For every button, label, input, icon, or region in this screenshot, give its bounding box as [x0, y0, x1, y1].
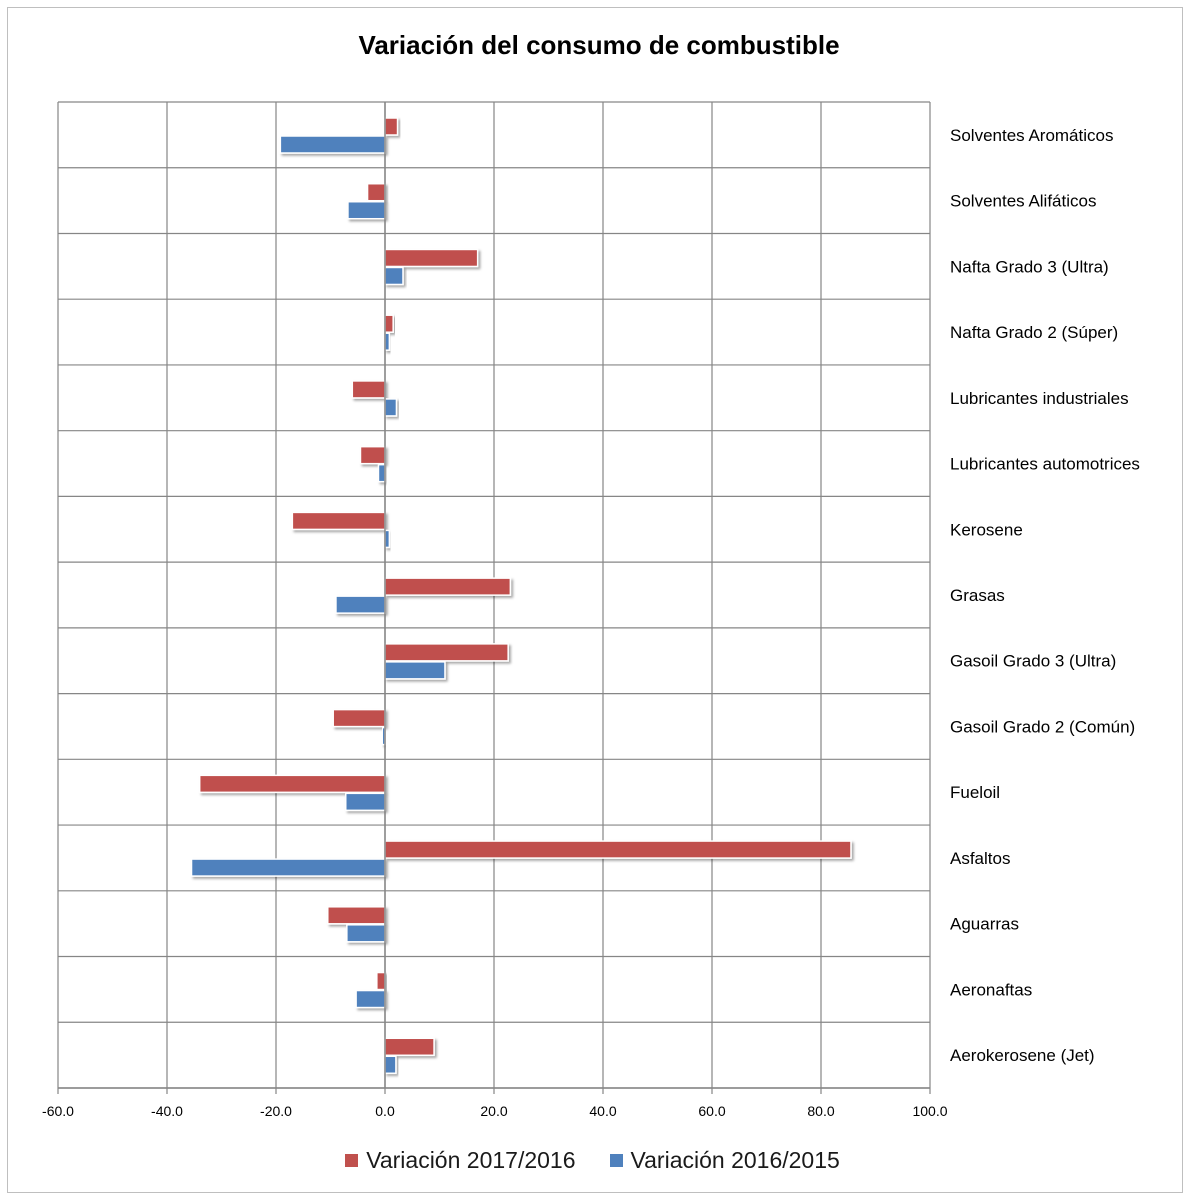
category-label: Aeronaftas — [950, 980, 1032, 999]
bar-series-2-4 — [345, 792, 386, 812]
bar-series-1-11 — [384, 314, 394, 333]
x-tick-label: -40.0 — [151, 1103, 183, 1119]
category-label: Nafta Grado 3 (Ultra) — [950, 257, 1109, 276]
x-tick-label: 60.0 — [698, 1103, 725, 1119]
bar-series-1-10 — [351, 380, 386, 399]
bar-series-1-9 — [359, 445, 386, 465]
bar-series-2-0 — [384, 1055, 397, 1075]
category-label: Aguarras — [950, 915, 1019, 934]
category-label: Fueloil — [950, 783, 1000, 802]
category-label: Gasoil Grado 3 (Ultra) — [950, 652, 1116, 671]
x-tick-label: 0.0 — [375, 1103, 395, 1119]
legend-label-series-1: Variación 2017/2016 — [366, 1147, 576, 1173]
chart-title: Variación del consumo de combustible — [358, 30, 840, 60]
bars — [190, 117, 852, 1075]
bar-series-2-1 — [355, 989, 386, 1009]
bar-series-2-13 — [347, 200, 386, 220]
category-label: Solventes Aromáticos — [950, 126, 1113, 145]
category-label: Lubricantes automotrices — [950, 455, 1140, 474]
category-label: Gasoil Grado 2 (Común) — [950, 717, 1135, 736]
bar-series-1-1 — [376, 971, 386, 991]
legend-swatch-series-1 — [345, 1154, 359, 1167]
category-label: Asfaltos — [950, 849, 1010, 868]
x-tick-label: 80.0 — [807, 1103, 834, 1119]
x-tick-label: 20.0 — [480, 1103, 507, 1119]
bar-series-1-5 — [332, 708, 386, 728]
bar-series-1-4 — [198, 774, 386, 794]
x-tick-label: -20.0 — [260, 1103, 292, 1119]
x-tick-label: 40.0 — [589, 1103, 616, 1119]
x-tick-label: 100.0 — [912, 1103, 947, 1119]
bar-series-2-9 — [377, 463, 386, 483]
bar-series-2-6 — [384, 661, 446, 680]
bar-series-2-14 — [279, 135, 386, 154]
bar-series-1-2 — [327, 906, 386, 925]
chart-frame — [7, 7, 1183, 1193]
legend: Variación 2017/2016 Variación 2016/2015 — [0, 1147, 1185, 1174]
legend-swatch-series-2 — [609, 1154, 623, 1167]
bar-series-2-12 — [384, 266, 404, 286]
bar-series-2-10 — [384, 398, 398, 417]
legend-label-series-2: Variación 2016/2015 — [630, 1147, 840, 1173]
bar-series-1-3 — [384, 840, 852, 859]
bar-series-2-2 — [346, 924, 386, 943]
category-label: Aerokerosene (Jet) — [950, 1046, 1095, 1065]
bar-series-1-12 — [384, 248, 479, 268]
category-label: Kerosene — [950, 520, 1023, 539]
bar-series-1-8 — [291, 511, 386, 531]
category-label: Nafta Grado 2 (Súper) — [950, 323, 1118, 342]
category-label: Lubricantes industriales — [950, 389, 1129, 408]
category-label: Solventes Alifáticos — [950, 192, 1096, 211]
bar-series-1-6 — [384, 643, 509, 662]
x-tick-label: -60.0 — [42, 1103, 74, 1119]
bar-series-1-13 — [366, 182, 386, 202]
bar-series-1-7 — [384, 577, 512, 596]
bar-series-2-7 — [335, 595, 386, 614]
legend-item-series-1: Variación 2017/2016 — [345, 1147, 576, 1174]
bar-series-1-0 — [384, 1037, 435, 1057]
legend-item-series-2: Variación 2016/2015 — [609, 1147, 840, 1174]
bar-series-2-3 — [190, 858, 386, 877]
category-label: Grasas — [950, 586, 1005, 605]
bar-series-1-14 — [384, 117, 399, 136]
axes — [57, 102, 931, 1094]
labels: -60.0 -40.0 -20.0 0.0 20.0 40.0 60.0 80.0 100.0 A… — [42, 126, 1140, 1119]
